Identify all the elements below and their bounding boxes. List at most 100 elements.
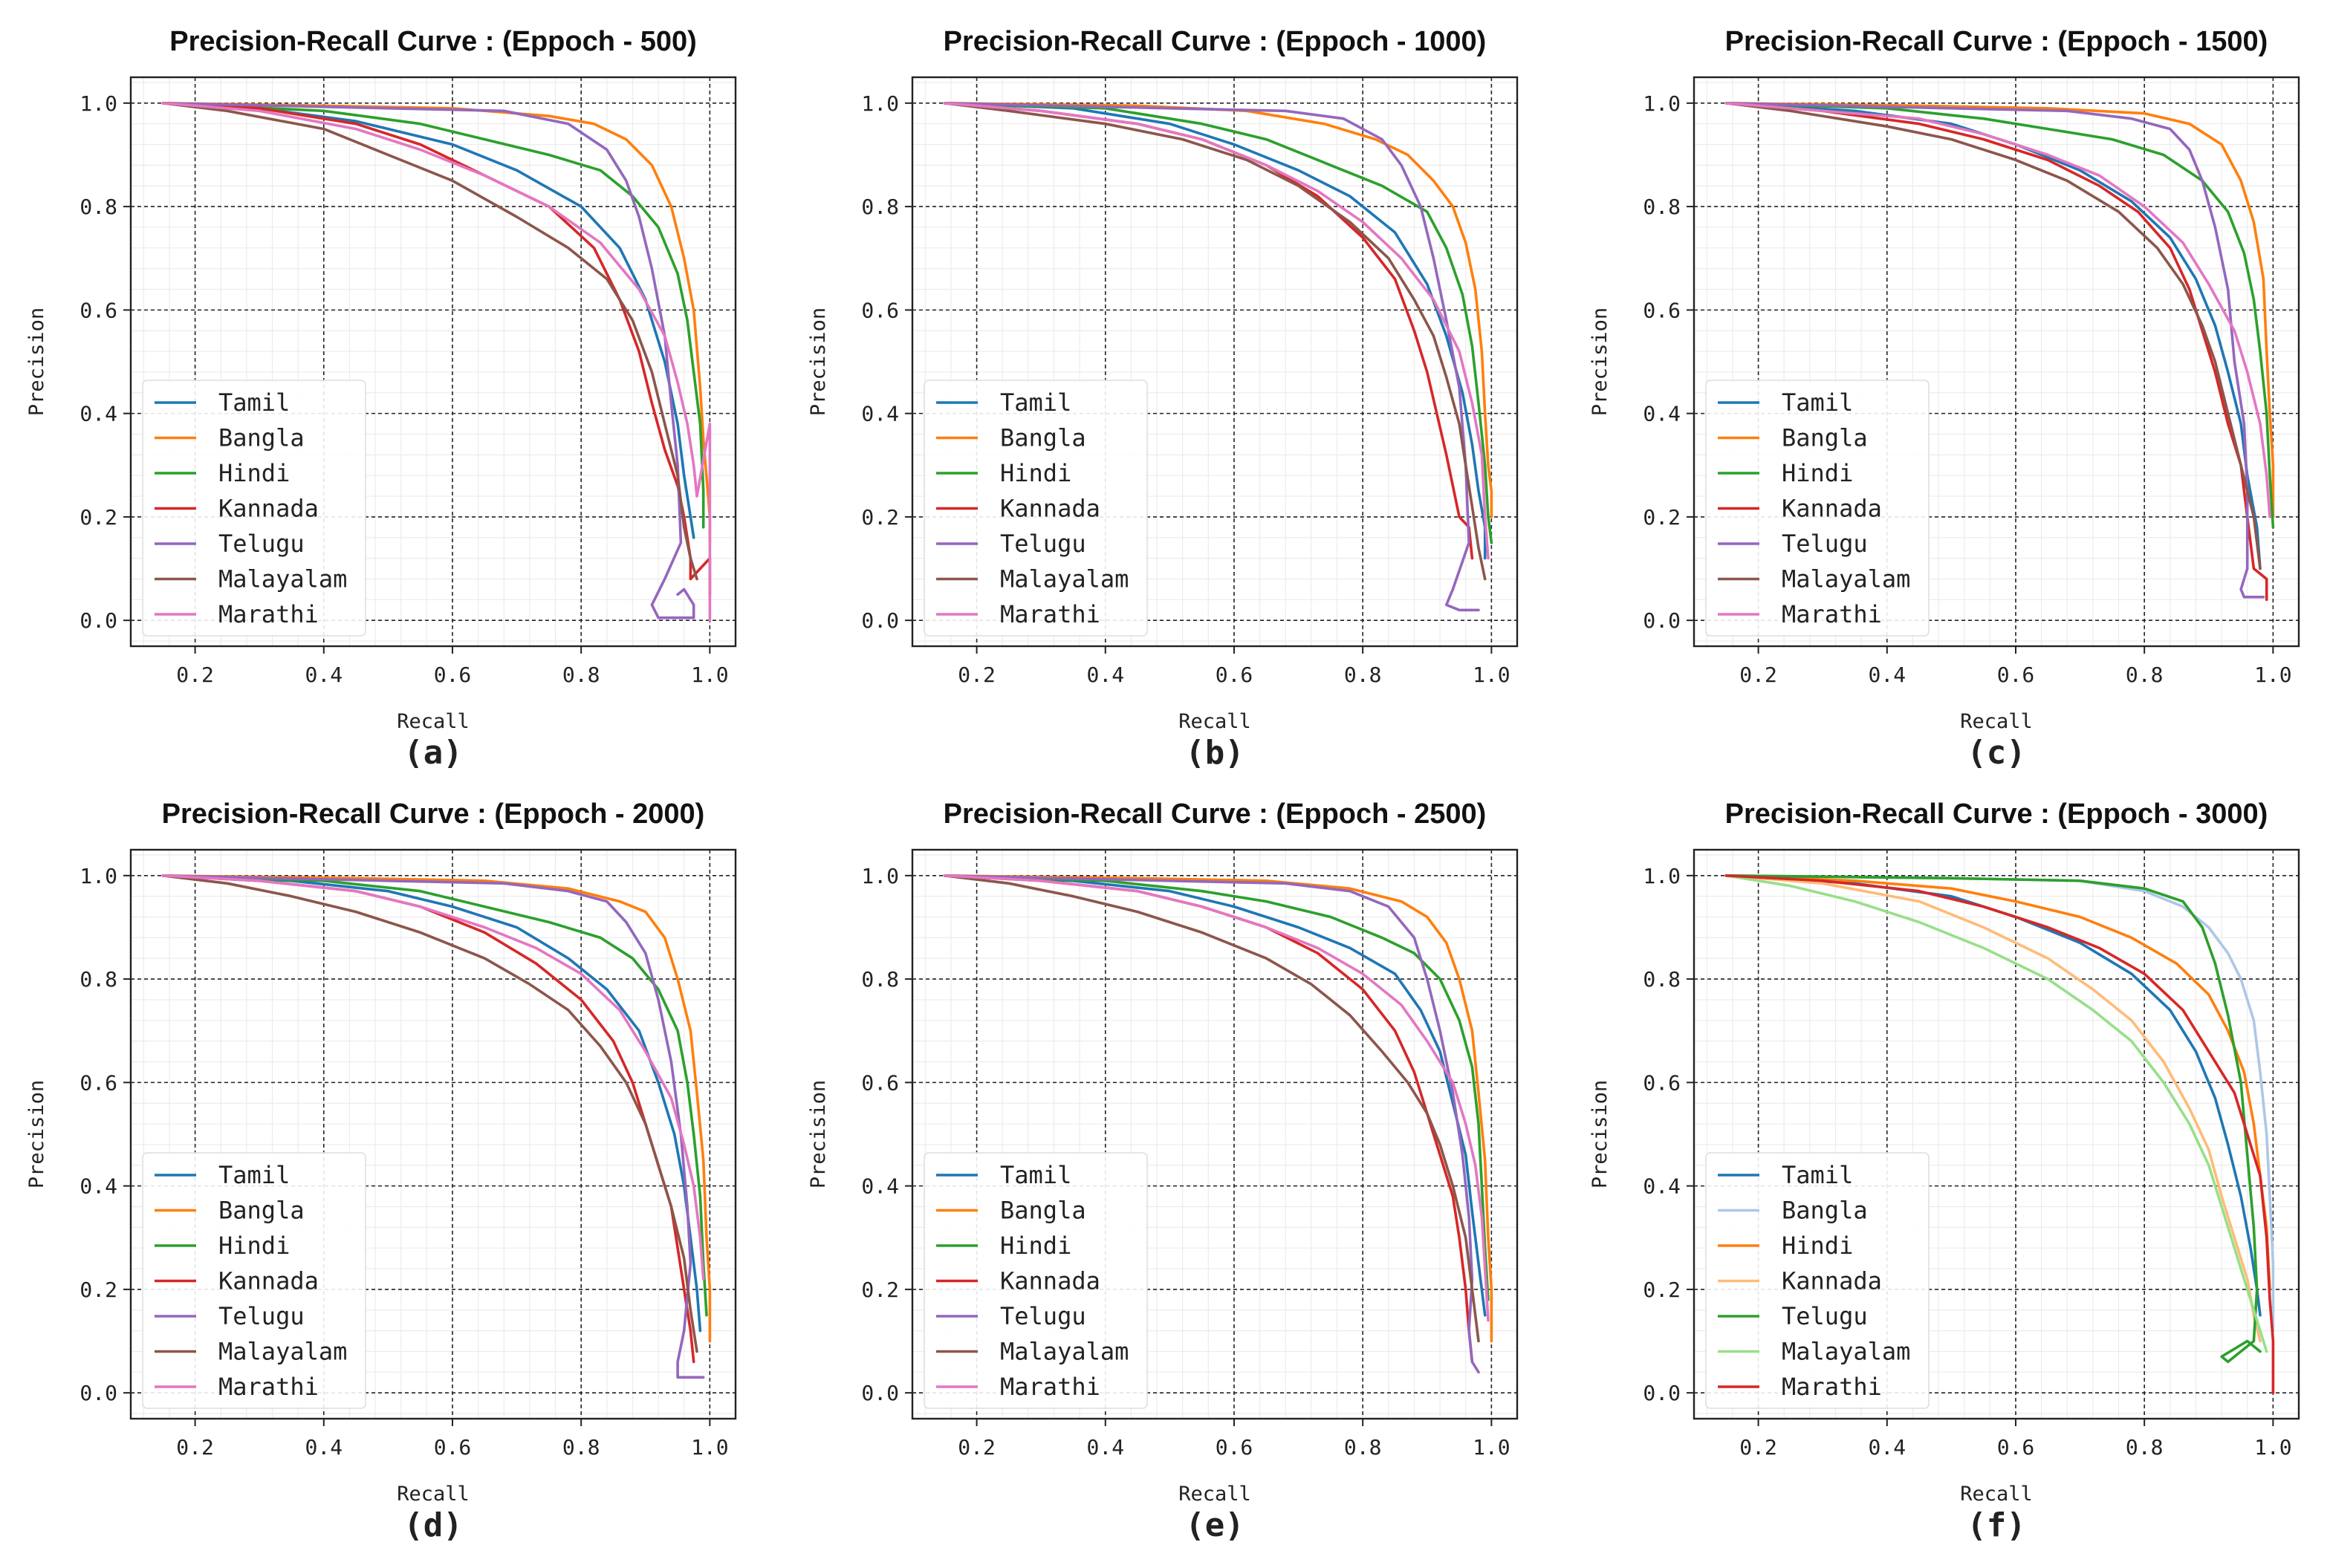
x-tick-label: 1.0 (691, 663, 729, 687)
axes-frame (1693, 76, 2300, 648)
legend-label: Marathi (1000, 600, 1100, 628)
legend-label: Telugu (218, 530, 305, 558)
legend-label: Bangla (1782, 424, 1868, 452)
legend-label: Kannada (1000, 495, 1100, 523)
legend-label: Hindi (218, 459, 290, 487)
pr-curve-telugu (161, 102, 695, 619)
x-axis-label: Recall (1178, 1483, 1251, 1506)
x-tick-label: 0.8 (1344, 1435, 1382, 1460)
y-tick-label: 0.2 (861, 505, 899, 530)
y-tick-label: 0.4 (79, 1174, 117, 1199)
subcaption: (c) (1967, 734, 2025, 772)
y-tick-label: 0.0 (1643, 608, 1681, 633)
y-tick-label: 0.2 (1643, 1278, 1681, 1302)
chart-title: Precision-Recall Curve : (Eppoch - 2000) (162, 798, 705, 830)
y-tick-label: 0.0 (79, 608, 117, 633)
y-tick-label: 0.4 (861, 402, 899, 426)
x-tick-label: 0.4 (305, 1435, 343, 1460)
chart-panel-3: Precision-Recall Curve : (Eppoch - 1500)… (1589, 26, 2300, 772)
legend-label: Bangla (1000, 424, 1086, 452)
y-tick-label: 0.4 (79, 402, 117, 426)
x-tick-label: 0.2 (1739, 1435, 1777, 1460)
x-tick-label: 0.6 (1216, 663, 1253, 687)
y-axis-label: Precision (25, 308, 48, 416)
pr-curve-hindi (1724, 874, 2271, 1291)
legend-box (924, 1152, 1148, 1409)
x-axis-label: Recall (397, 710, 470, 733)
subcaption: (a) (403, 734, 462, 772)
x-tick-label: 1.0 (1473, 663, 1510, 687)
legend-label: Hindi (218, 1232, 290, 1260)
pr-curve-kannada (1724, 874, 2262, 1343)
chart-title: Precision-Recall Curve : (Eppoch - 2500) (944, 798, 1487, 830)
chart-panel-5: Precision-Recall Curve : (Eppoch - 2500)… (807, 798, 1519, 1544)
x-tick-label: 1.0 (2254, 663, 2292, 687)
pr-curve-malayalam (1724, 102, 2262, 570)
chart-panel-1: Precision-Recall Curve : (Eppoch - 500) 0… (25, 26, 737, 772)
legend: Tamil Bangla Hindi Kannada Telugu Malayalam Ma… (142, 380, 366, 637)
legend-label: Tamil (1782, 1161, 1853, 1189)
legend-label: Marathi (1782, 600, 1882, 628)
x-tick-label: 0.6 (434, 663, 472, 687)
x-tick-label: 0.2 (1739, 663, 1777, 687)
x-tick-label: 0.2 (176, 663, 214, 687)
y-axis-label: Precision (1589, 308, 1612, 416)
pr-curve-tamil (943, 874, 1487, 1317)
subcaption: (f) (1967, 1506, 2025, 1544)
pr-curve-malayalam (161, 102, 698, 581)
axes-frame (129, 848, 737, 1420)
pr-curve-telugu (161, 874, 705, 1379)
axes-frame (1693, 848, 2300, 1420)
curves (161, 874, 712, 1379)
axes-frame (911, 848, 1519, 1420)
y-tick-label: 1.0 (79, 91, 117, 116)
y-tick-label: 0.2 (79, 1278, 117, 1302)
legend-label: Hindi (1000, 459, 1071, 487)
legend-label: Tamil (218, 388, 290, 417)
y-axis-label: Precision (25, 1080, 48, 1188)
x-tick-label: 0.8 (562, 663, 600, 687)
chart-title: Precision-Recall Curve : (Eppoch - 1000) (944, 26, 1487, 57)
x-tick-label: 0.8 (1344, 663, 1382, 687)
chart-title: Precision-Recall Curve : (Eppoch - 1500) (1725, 26, 2268, 57)
x-tick-label: 0.4 (1868, 663, 1906, 687)
y-tick-label: 0.6 (79, 1070, 117, 1095)
legend: Tamil Bangla Hindi Kannada Telugu Malayalam Ma… (1705, 1152, 1930, 1409)
y-axis-label: Precision (807, 1080, 830, 1188)
y-tick-label: 0.0 (79, 1381, 117, 1405)
pr-curve-marathi (1724, 102, 2271, 518)
pr-curve-hindi (943, 102, 1493, 544)
legend: Tamil Bangla Hindi Kannada Telugu Malayalam Ma… (1705, 380, 1930, 637)
legend-box (142, 1152, 366, 1409)
pr-curve-bangla (1724, 102, 2275, 518)
chart-title: Precision-Recall Curve : (Eppoch - 500) (169, 26, 697, 57)
legend: Tamil Bangla Hindi Kannada Telugu Malayalam Ma… (924, 380, 1148, 637)
legend-label: Marathi (1782, 1373, 1882, 1401)
x-tick-label: 1.0 (691, 1435, 729, 1460)
x-tick-label: 0.8 (2126, 663, 2164, 687)
pr-curve-telugu (943, 874, 1480, 1374)
pr-curve-hindi (161, 102, 705, 529)
x-tick-label: 0.6 (434, 1435, 472, 1460)
y-tick-label: 0.8 (861, 195, 899, 219)
x-axis-label: Recall (1178, 710, 1251, 733)
y-tick-label: 0.4 (1643, 402, 1681, 426)
subcaption: (e) (1185, 1506, 1244, 1544)
y-tick-label: 0.2 (861, 1278, 899, 1302)
legend-label: Marathi (218, 600, 319, 628)
pr-curve-tamil (161, 102, 695, 539)
x-tick-label: 0.4 (1868, 1435, 1906, 1460)
chart-panel-4: Precision-Recall Curve : (Eppoch - 2000)… (25, 798, 737, 1544)
x-tick-label: 0.4 (1086, 1435, 1124, 1460)
curves (1724, 102, 2275, 602)
legend-label: Malayalam (218, 565, 347, 593)
legend-box (1705, 380, 1930, 637)
pr-curve-bangla (943, 102, 1493, 518)
pr-curve-malayalam (161, 874, 698, 1353)
chart-title: Precision-Recall Curve : (Eppoch - 3000) (1725, 798, 2268, 830)
y-tick-label: 1.0 (861, 91, 899, 116)
y-tick-label: 0.8 (1643, 967, 1681, 992)
y-tick-label: 0.6 (1643, 1070, 1681, 1095)
pr-curve-marathi (1724, 874, 2275, 1394)
